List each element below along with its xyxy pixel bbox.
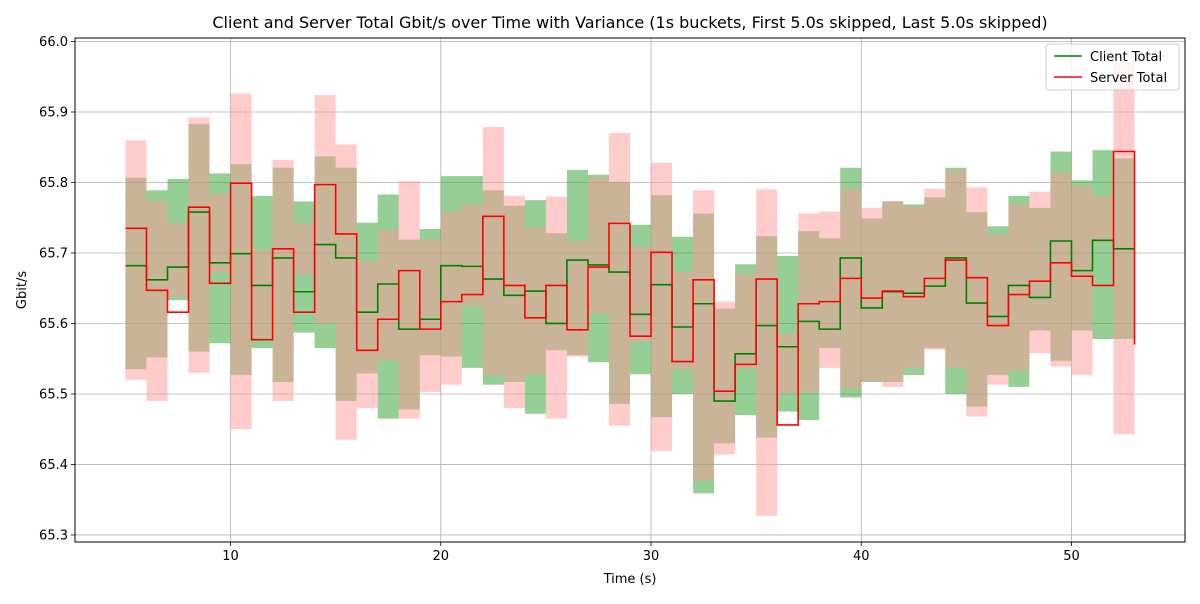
chart-title: Client and Server Total Gbit/s over Time… [212,13,1047,32]
legend-label-client-total: Client Total [1090,50,1162,65]
x-tick-label: 40 [853,549,870,564]
y-tick-label: 66.0 [39,35,68,50]
y-tick-label: 65.3 [39,528,68,543]
x-tick-label: 10 [222,549,239,564]
y-tick-label: 65.8 [39,176,68,191]
x-axis: 10 20 30 40 50 [222,542,1080,564]
legend-label-server-total: Server Total [1090,71,1167,86]
series-line-server-total [125,150,1136,426]
x-axis-label: Time (s) [603,572,657,587]
y-axis-label: Gbit/s [15,271,30,309]
x-tick-label: 30 [643,549,660,564]
y-tick-label: 65.5 [39,387,68,402]
axes-frame [74,37,1186,543]
x-tick-label: 50 [1063,549,1080,564]
legend: Client Total Server Total [1045,43,1180,91]
y-tick-label: 65.6 [39,317,68,332]
y-axis: 65.3 65.4 65.5 65.6 65.7 65.8 65.9 66.0 [39,35,75,543]
y-tick-label: 65.4 [39,458,68,473]
series-lines [125,150,1136,426]
y-tick-label: 65.9 [39,106,68,121]
y-tick-label: 65.7 [39,246,68,261]
x-tick-label: 20 [433,549,450,564]
